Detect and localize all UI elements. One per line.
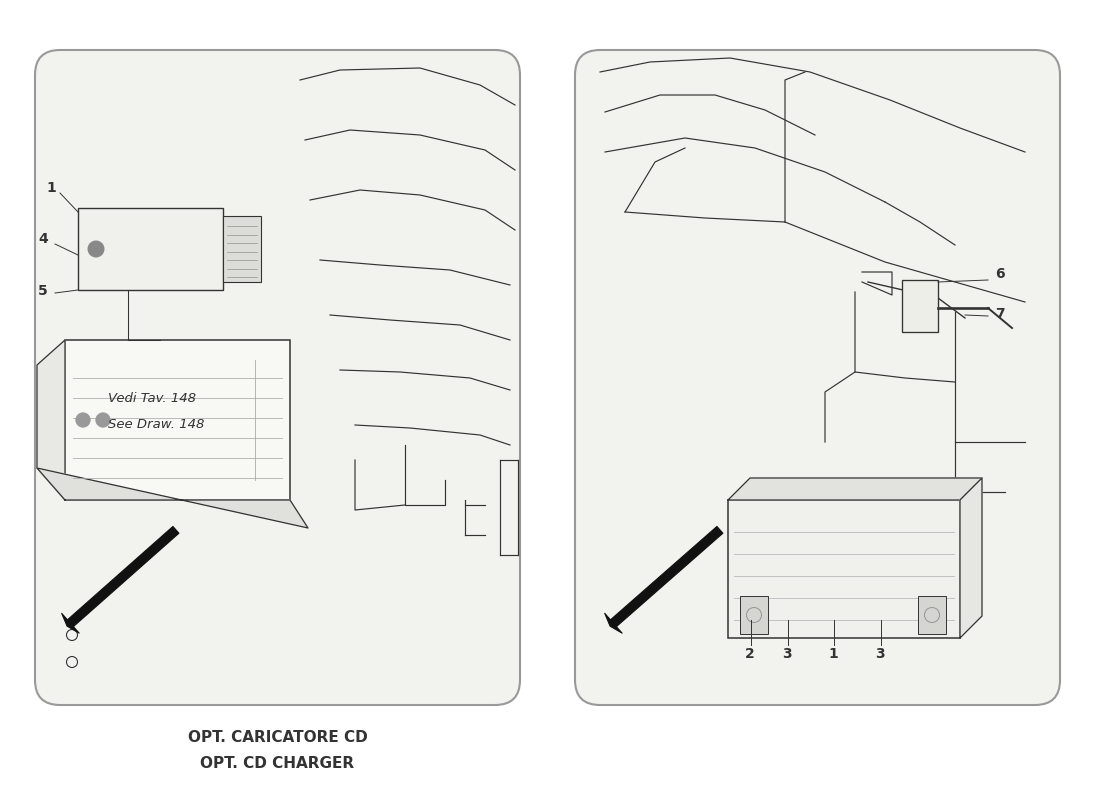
Polygon shape: [37, 468, 308, 528]
Circle shape: [88, 242, 103, 257]
Bar: [728, 500, 960, 638]
FancyBboxPatch shape: [575, 50, 1060, 705]
Polygon shape: [960, 478, 982, 638]
Text: 4: 4: [39, 232, 47, 246]
Text: OPT. CARICATORE CD: OPT. CARICATORE CD: [188, 730, 367, 745]
Text: eurospares: eurospares: [716, 591, 918, 622]
Circle shape: [96, 413, 110, 427]
Bar: [65, 340, 290, 500]
Text: OPT. CD CHARGER: OPT. CD CHARGER: [200, 757, 354, 771]
Text: 3: 3: [782, 647, 792, 661]
Text: 5: 5: [39, 284, 47, 298]
Text: 7: 7: [996, 307, 1004, 321]
Text: 2: 2: [745, 647, 755, 661]
Polygon shape: [728, 478, 982, 500]
Bar: [902, 280, 938, 332]
FancyBboxPatch shape: [35, 50, 520, 705]
Bar: [223, 216, 261, 282]
Text: eurospares: eurospares: [176, 178, 378, 210]
Text: eurospares: eurospares: [716, 178, 918, 210]
Text: 6: 6: [996, 267, 1004, 281]
Text: Vedi Tav. 148: Vedi Tav. 148: [108, 392, 196, 405]
Bar: [78, 208, 223, 290]
Polygon shape: [37, 340, 65, 500]
Text: 1: 1: [46, 181, 56, 195]
Bar: [740, 596, 768, 634]
Text: See Draw. 148: See Draw. 148: [108, 418, 205, 431]
Text: 3: 3: [874, 647, 884, 661]
Bar: [918, 596, 946, 634]
Text: eurospares: eurospares: [176, 591, 378, 622]
Text: 1: 1: [828, 647, 838, 661]
Circle shape: [76, 413, 90, 427]
